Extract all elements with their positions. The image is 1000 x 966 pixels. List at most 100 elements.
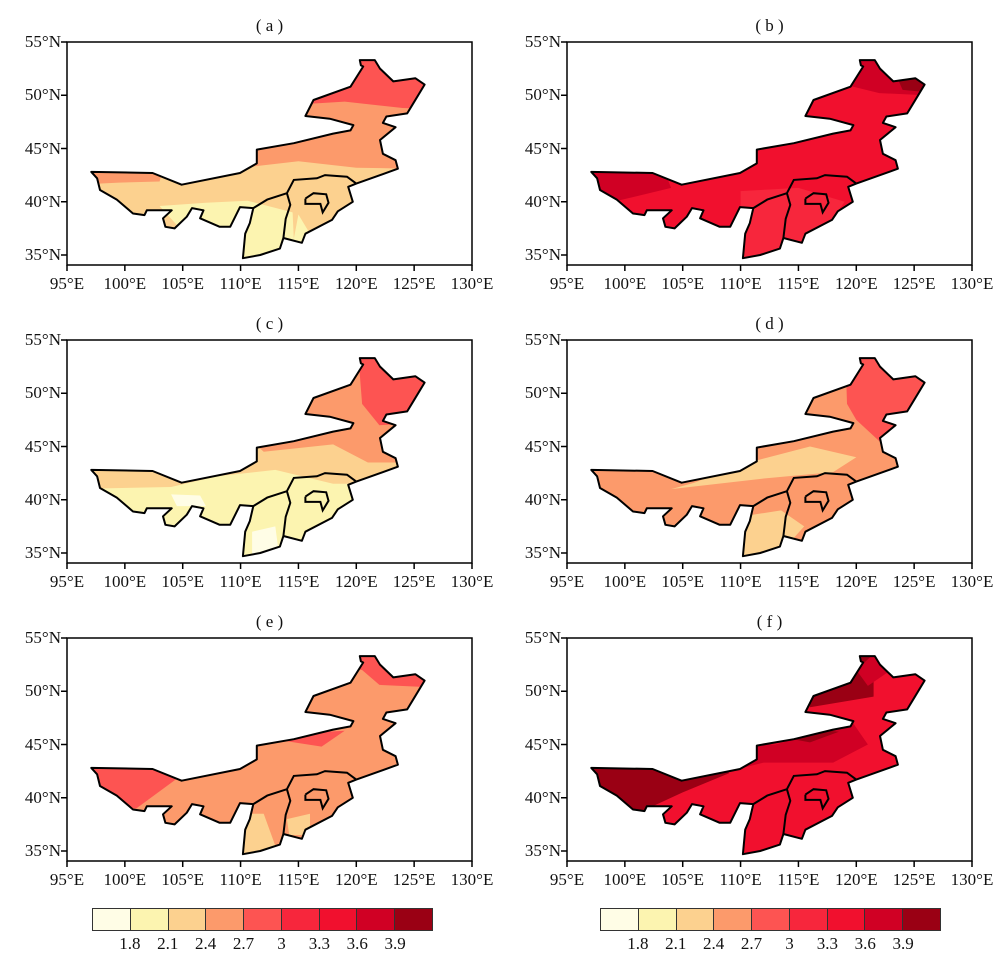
- x-tick-label: 130°E: [450, 274, 494, 293]
- contour-band: [240, 813, 276, 855]
- y-tick-label: 35°N: [24, 841, 61, 860]
- colorbar-label: 3: [785, 934, 794, 953]
- x-tick-label: 95°E: [49, 274, 85, 293]
- colorbar-swatch: [903, 909, 941, 930]
- y-tick-label: 50°N: [24, 383, 61, 403]
- province-boundary: [252, 770, 357, 805]
- y-tick-label: 55°N: [24, 628, 61, 647]
- contour-band: [91, 358, 425, 490]
- x-tick-label: 95°E: [549, 572, 585, 591]
- y-tick-label: 50°N: [524, 85, 561, 105]
- y-tick-label: 40°N: [524, 787, 561, 807]
- province-boundary: [782, 192, 792, 239]
- y-tick-label: 55°N: [524, 330, 561, 349]
- y-tick-label: 40°N: [24, 489, 61, 509]
- colorbar-label: 3.9: [384, 934, 406, 953]
- panel-title: ( c ): [255, 314, 284, 333]
- map-frame: [566, 637, 973, 862]
- x-tick-label: 115°E: [277, 572, 320, 591]
- y-tick-label: 45°N: [524, 734, 561, 754]
- map-canvas: [561, 41, 973, 271]
- map-frame: [66, 637, 473, 862]
- y-tick-label: 40°N: [524, 489, 561, 509]
- map-panel-d: ( d ) 95°E 100°E 105°E 110°E 115°E 120°E 125°E 1…: [525, 314, 993, 591]
- map-canvas: [561, 637, 973, 867]
- colorbar-swatch: [714, 909, 753, 930]
- x-tick-label: 110°E: [719, 870, 762, 889]
- x-tick-label: 120°E: [834, 274, 878, 293]
- panel-title: ( f ): [756, 612, 783, 631]
- colorbar-label: 3.3: [816, 934, 838, 953]
- y-tick-label: 45°N: [524, 138, 561, 158]
- y-tick-label: 50°N: [24, 85, 61, 105]
- province-boundary: [304, 490, 330, 513]
- colorbar-swatch: [752, 909, 790, 930]
- x-tick-label: 130°E: [950, 274, 994, 293]
- x-tick-label: 120°E: [334, 274, 378, 293]
- x-tick-label: 100°E: [603, 870, 647, 889]
- colorbar-label: 1.8: [119, 934, 141, 953]
- x-tick-label: 110°E: [219, 572, 262, 591]
- x-tick-label: 130°E: [950, 572, 994, 591]
- x-tick-label: 115°E: [277, 274, 320, 293]
- x-tick-label: 125°E: [392, 572, 436, 591]
- x-tick-label: 105°E: [161, 870, 205, 889]
- x-tick-label: 125°E: [892, 870, 936, 889]
- map-panel-a: ( a ) 95°E 100°E 105°E 110°E 115°E 120°E 125°E 1…: [25, 16, 493, 293]
- province-boundary: [282, 490, 292, 537]
- colorbar: [600, 908, 941, 931]
- map-panel-e: ( e ) 95°E 100°E 105°E 110°E 115°E 120°E 125°E 1…: [25, 612, 493, 889]
- colorbar-label: 3.6: [346, 934, 368, 953]
- province-boundary: [804, 192, 830, 215]
- colorbar-label: 3.3: [308, 934, 330, 953]
- x-tick-label: 110°E: [719, 274, 762, 293]
- x-tick-label: 95°E: [49, 572, 85, 591]
- x-tick-label: 110°E: [219, 870, 262, 889]
- province-boundary: [252, 174, 357, 209]
- x-tick-label: 100°E: [603, 274, 647, 293]
- contour-band: [740, 510, 805, 557]
- y-tick-label: 50°N: [524, 383, 561, 403]
- colorbar-label: 3.9: [892, 934, 914, 953]
- colorbar-label: 2.7: [740, 934, 763, 953]
- map-frame: [566, 339, 973, 564]
- province-boundary: [752, 174, 857, 209]
- colorbar-swatch: [319, 909, 358, 930]
- province-boundary: [282, 788, 292, 835]
- colorbar-swatch: [827, 909, 866, 930]
- y-tick-label: 35°N: [524, 245, 561, 264]
- contour-band: [286, 813, 310, 835]
- province-boundary: [752, 770, 857, 805]
- x-tick-label: 95°E: [49, 870, 85, 889]
- province-boundary: [304, 788, 330, 811]
- x-tick-label: 105°E: [661, 572, 705, 591]
- y-tick-label: 55°N: [24, 32, 61, 51]
- map-canvas: [61, 41, 473, 271]
- colorbar-label: 2.4: [195, 934, 217, 953]
- colorbar-swatch: [395, 909, 433, 930]
- contour-band: [91, 60, 425, 111]
- x-tick-label: 130°E: [950, 870, 994, 889]
- map-frame: [66, 41, 473, 266]
- x-tick-label: 115°E: [777, 274, 820, 293]
- province-boundary: [752, 472, 857, 507]
- map-canvas: [561, 339, 973, 569]
- x-tick-label: 125°E: [392, 870, 436, 889]
- y-tick-label: 50°N: [24, 681, 61, 701]
- x-tick-label: 130°E: [450, 572, 494, 591]
- map-canvas: [61, 339, 473, 569]
- x-tick-label: 105°E: [661, 870, 705, 889]
- map-frame: [66, 339, 473, 564]
- y-tick-label: 35°N: [24, 245, 61, 264]
- x-tick-label: 125°E: [392, 274, 436, 293]
- x-tick-label: 100°E: [103, 870, 147, 889]
- y-tick-label: 45°N: [24, 436, 61, 456]
- x-tick-label: 115°E: [277, 870, 320, 889]
- y-tick-label: 55°N: [524, 628, 561, 647]
- panel-title: ( b ): [755, 16, 784, 35]
- x-tick-label: 125°E: [892, 274, 936, 293]
- panel-title: ( e ): [255, 612, 284, 631]
- panel-title: ( d ): [755, 314, 784, 333]
- colorbar-swatch: [206, 909, 245, 930]
- map-panel-c: ( c ) 95°E 100°E 105°E 110°E 115°E 120°E 125°E 1…: [25, 314, 493, 591]
